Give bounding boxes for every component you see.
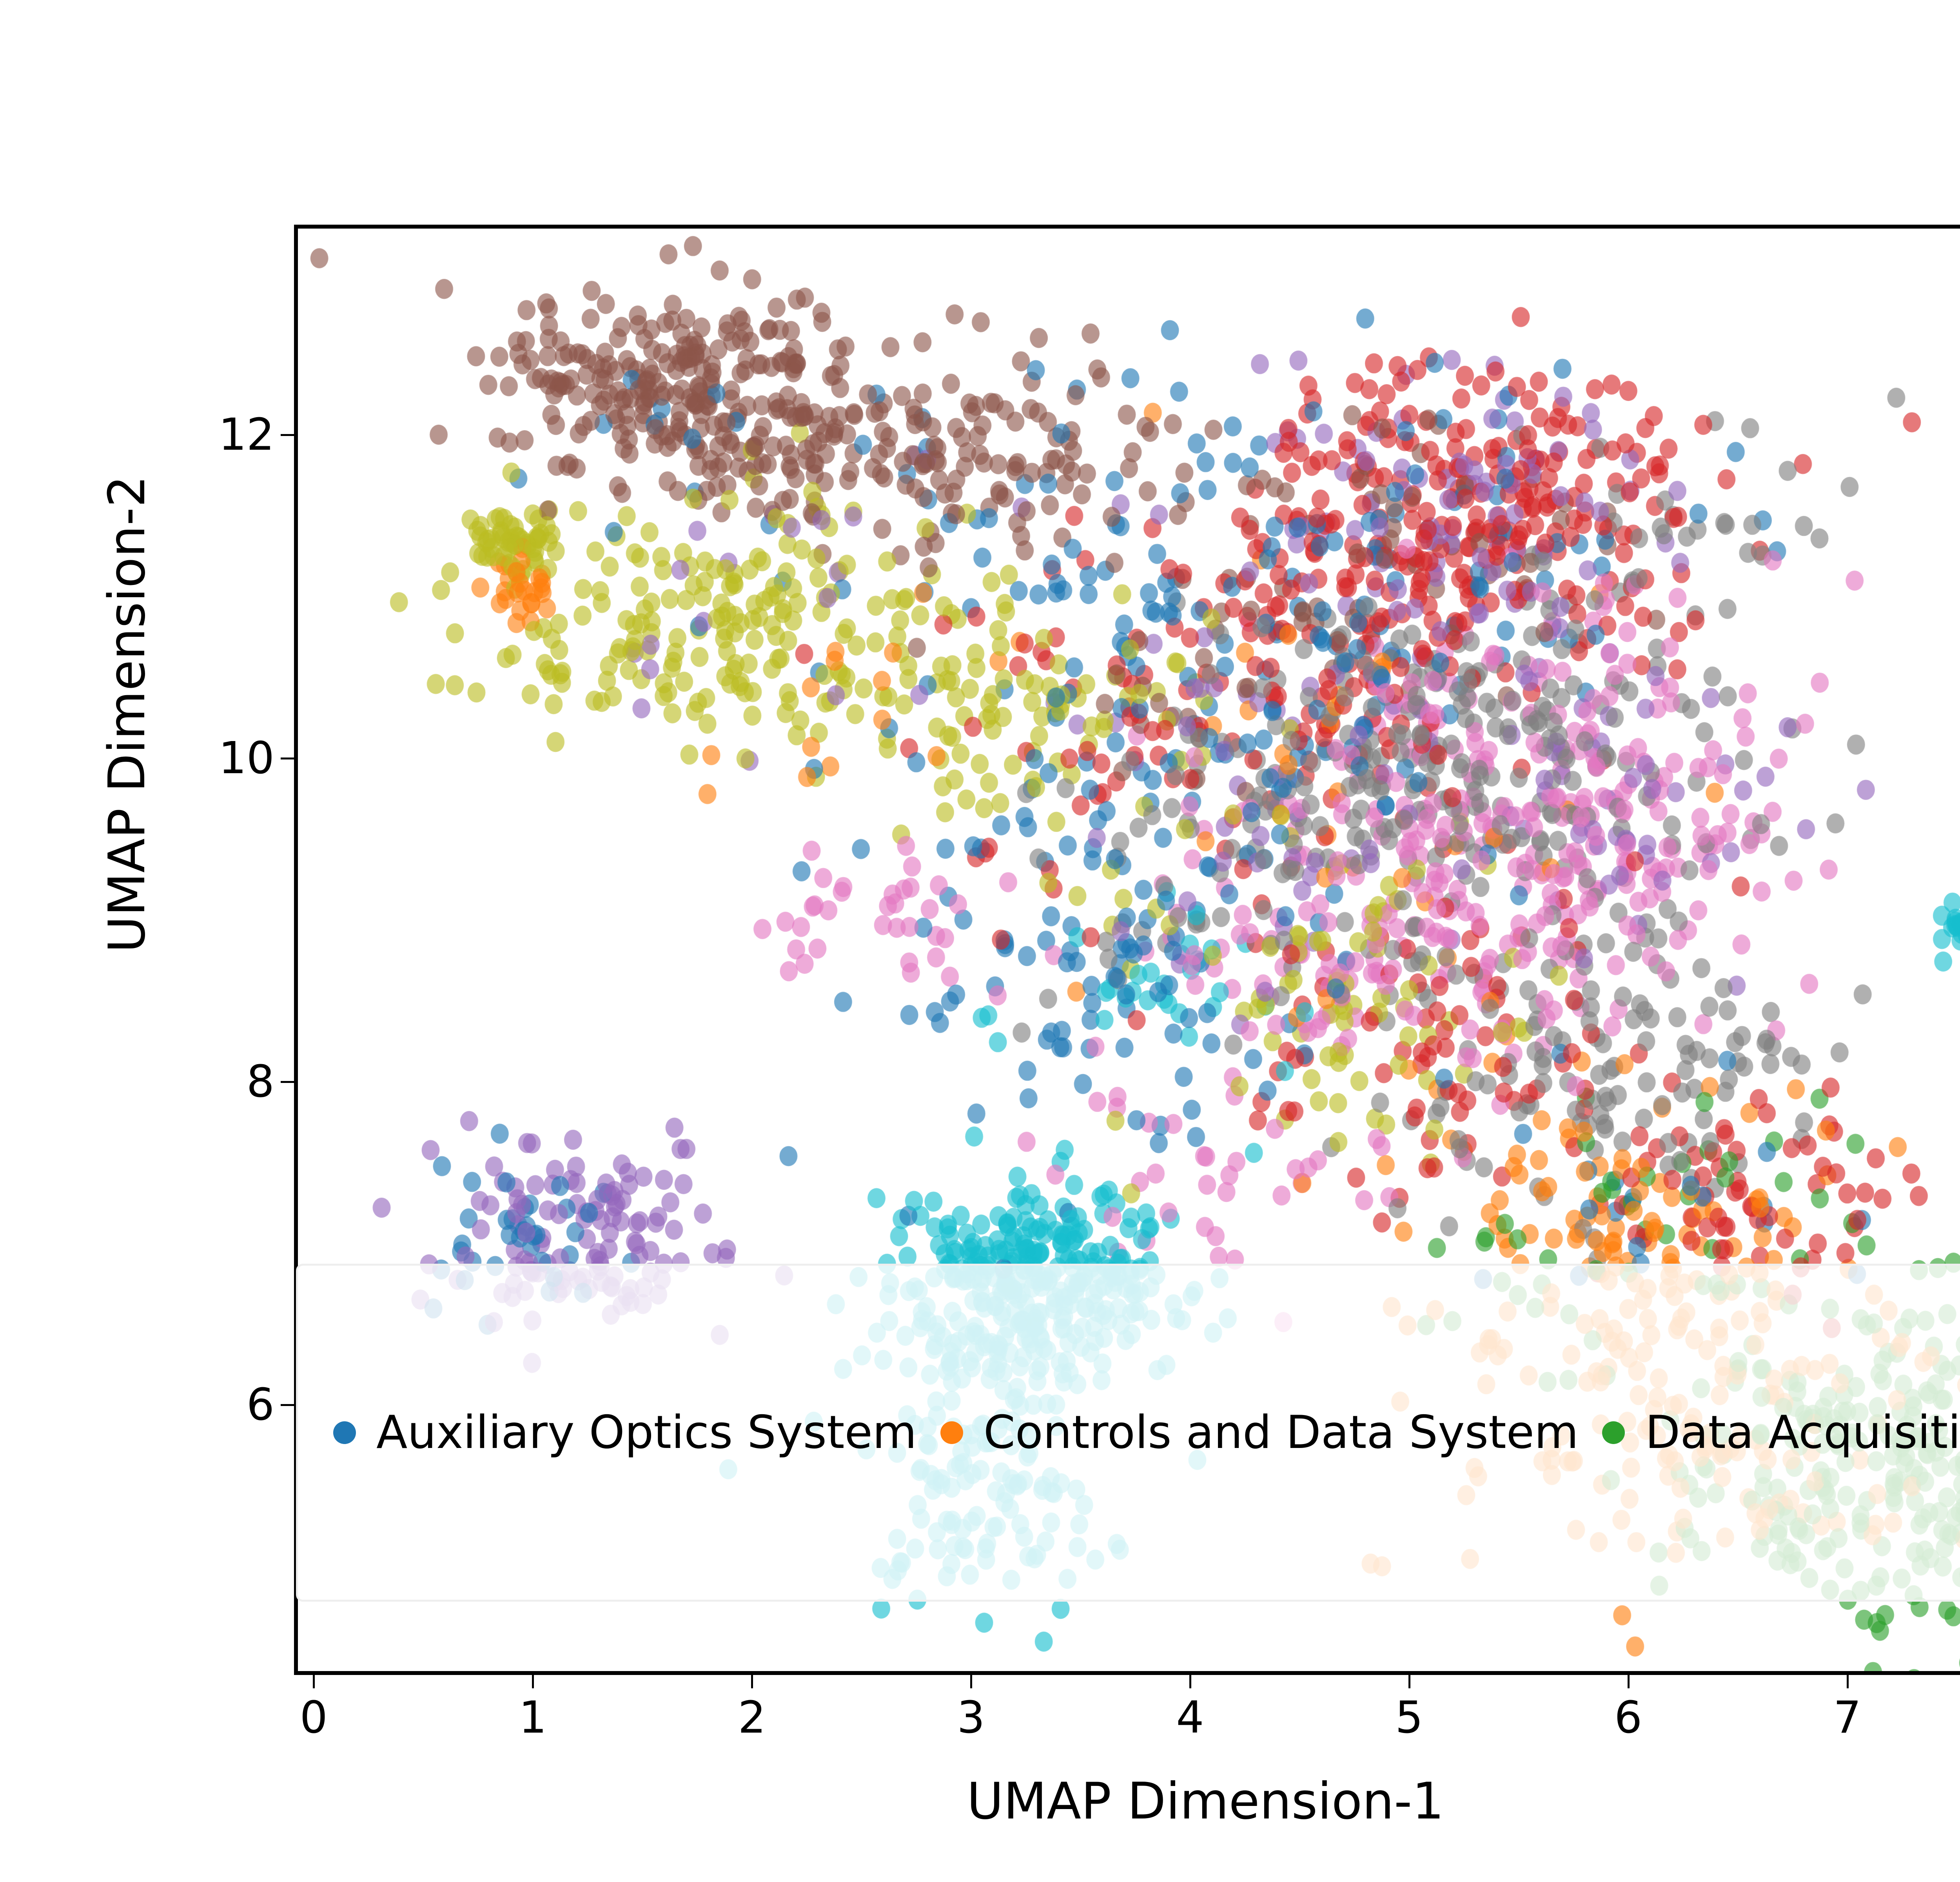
legend-item[interactable]: Auxiliary Optics System xyxy=(333,1273,917,1593)
x-tick-label: 7 xyxy=(1833,1692,1862,1743)
legend-color-swatch-icon xyxy=(940,1421,963,1444)
y-tick-mark xyxy=(281,1081,294,1083)
x-tick-mark xyxy=(1408,1675,1410,1688)
legend-entries: Auxiliary Optics System Controls and Data… xyxy=(298,1266,1960,1600)
x-tick-mark xyxy=(970,1675,972,1688)
legend-item[interactable]: Controls and Data System xyxy=(940,1273,1579,1593)
legend-color-swatch-icon xyxy=(1602,1421,1625,1444)
y-axis-label: UMAP Dimension-2 xyxy=(98,475,156,953)
x-tick-mark xyxy=(1627,1675,1630,1688)
y-tick-mark xyxy=(281,757,294,759)
x-tick-mark xyxy=(532,1675,534,1688)
y-tick-mark xyxy=(281,1404,294,1406)
y-tick-label: 12 xyxy=(218,409,274,461)
y-tick-label: 6 xyxy=(246,1379,274,1431)
legend-item-label: Controls and Data System xyxy=(983,1406,1579,1459)
legend-box[interactable]: Auxiliary Optics System Controls and Data… xyxy=(296,1264,1960,1602)
x-tick-label: 4 xyxy=(1176,1692,1204,1743)
x-tick-label: 3 xyxy=(957,1692,985,1743)
x-tick-label: 1 xyxy=(519,1692,547,1743)
legend-item[interactable]: Data Acquisition xyxy=(1602,1273,1960,1593)
legend-color-swatch-icon xyxy=(333,1421,356,1444)
y-tick-label: 8 xyxy=(246,1056,274,1107)
x-tick-label: 2 xyxy=(738,1692,766,1743)
x-tick-mark xyxy=(751,1675,753,1688)
legend-item-label: Data Acquisition xyxy=(1645,1406,1960,1459)
legend-item-label: Auxiliary Optics System xyxy=(376,1406,917,1459)
x-tick-mark xyxy=(1846,1675,1849,1688)
x-tick-mark xyxy=(313,1675,315,1688)
y-tick-mark xyxy=(281,434,294,436)
x-tick-mark xyxy=(1189,1675,1191,1688)
plot-area xyxy=(294,225,1960,1675)
x-tick-label: 5 xyxy=(1395,1692,1423,1743)
x-tick-label: 6 xyxy=(1614,1692,1642,1743)
x-axis-label: UMAP Dimension-1 xyxy=(967,1772,1444,1831)
y-tick-label: 10 xyxy=(218,732,274,784)
x-tick-label: 0 xyxy=(299,1692,328,1743)
